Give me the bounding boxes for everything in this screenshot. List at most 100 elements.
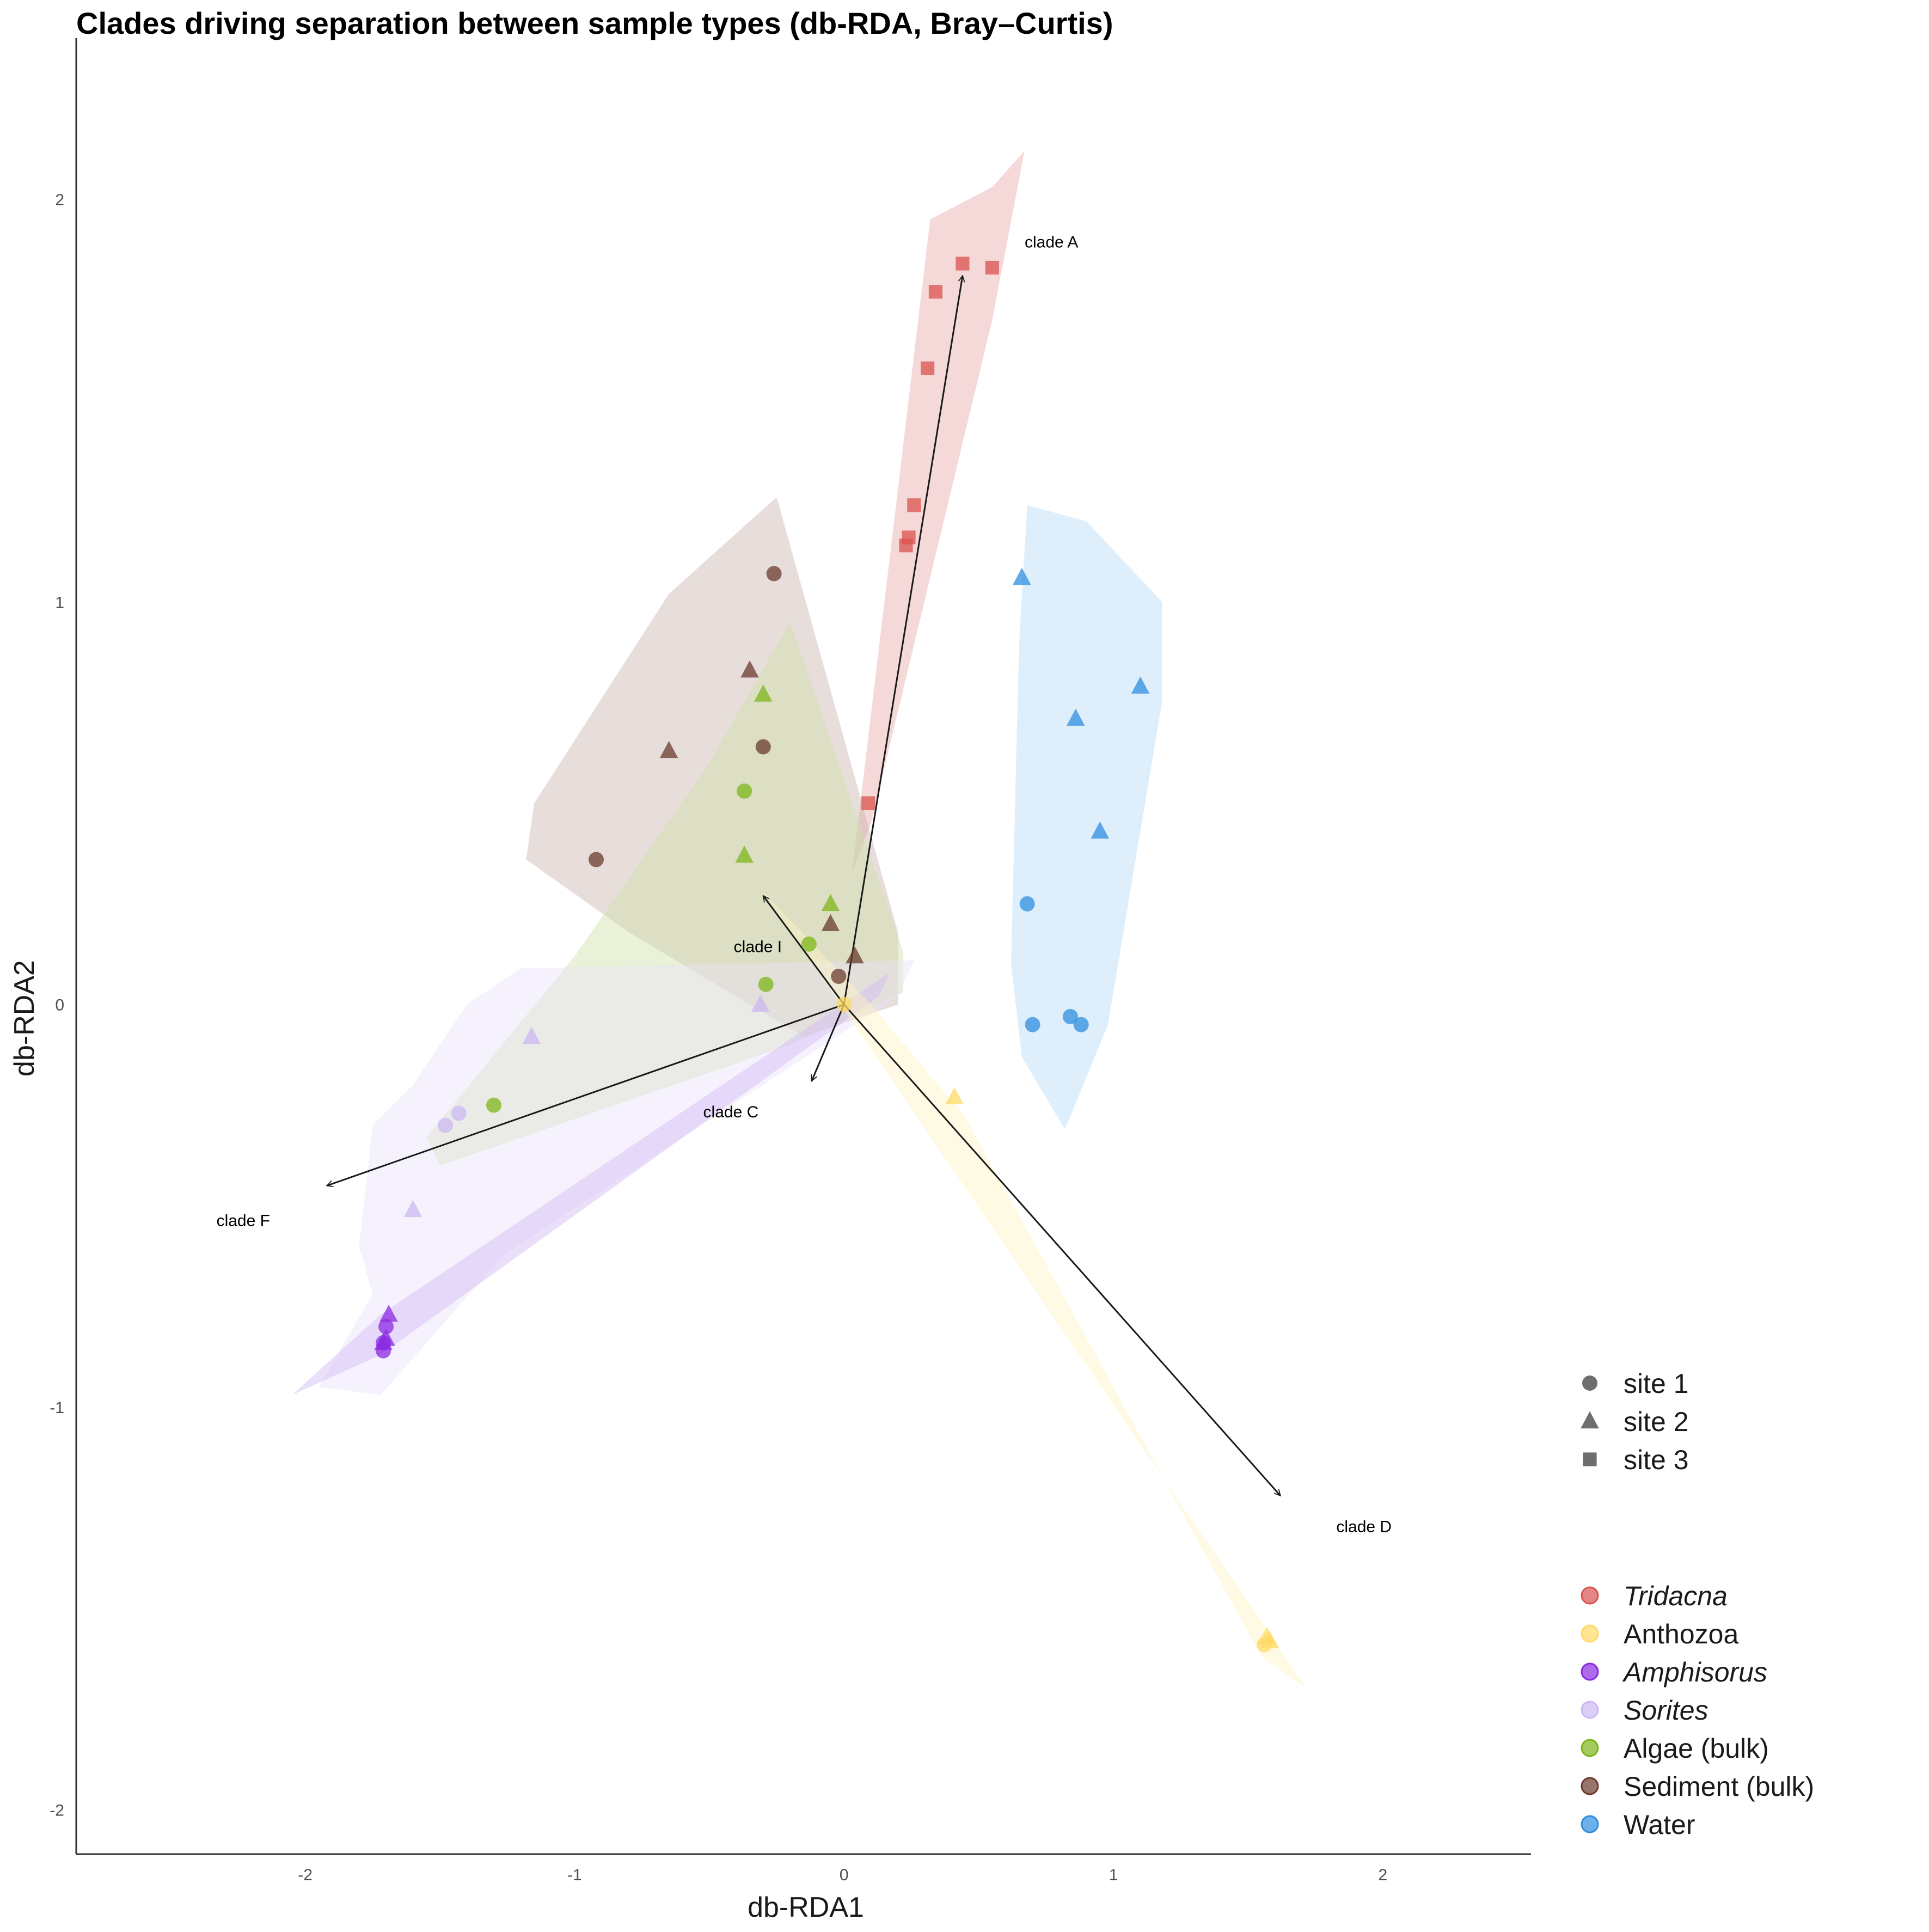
point-tridacna-square (985, 260, 999, 275)
group-legend: Tridacna Anthozoa Amphisorus Sorites Algae (… (1581, 1581, 1814, 1840)
hull-water (1011, 505, 1162, 1129)
legend-tridacna-swatch (1581, 1586, 1599, 1605)
point-sediment-triangle (846, 946, 864, 964)
point-sorites-triangle (403, 1200, 422, 1218)
x-tick-label: -2 (298, 1866, 313, 1884)
point-algae-triangle (821, 894, 840, 912)
x-axis-title: db-RDA1 (748, 1892, 864, 1923)
point-tridacna-square (861, 796, 875, 810)
point-algae-circle (737, 783, 752, 799)
legend-label-square: site 3 (1624, 1445, 1689, 1475)
legend-triangle-icon (1581, 1411, 1599, 1429)
point-amphisorus-triangle (379, 1304, 398, 1322)
point-water-triangle (1013, 567, 1031, 585)
point-algae-triangle (754, 684, 773, 702)
y-tick-label: 0 (55, 996, 64, 1014)
legend-anthozoa-swatch (1581, 1624, 1599, 1643)
point-tridacna-square (956, 256, 970, 271)
legend-label-circle: site 1 (1624, 1368, 1689, 1399)
x-tick-label: -1 (567, 1866, 582, 1884)
legend-water-swatch (1581, 1815, 1599, 1833)
point-amphisorus-circle (378, 1319, 394, 1335)
legend-label-amphisorus: Amphisorus (1622, 1657, 1767, 1688)
point-amphisorus-circle (376, 1343, 391, 1359)
point-water-circle (1062, 1008, 1078, 1024)
hull-algae (426, 622, 904, 1166)
shape-legend: site 1 site 2 site 3 (1581, 1368, 1689, 1475)
point-sediment-triangle (821, 914, 840, 932)
point-water-circle (1025, 1017, 1040, 1032)
point-sorites-triangle (522, 1026, 541, 1044)
point-sorites-circle (437, 1117, 453, 1133)
legend-label-tridacna: Tridacna (1624, 1581, 1728, 1611)
legend-label-sediment: Sediment (bulk) (1624, 1771, 1814, 1802)
tick-layer: -2 -1 0 1 2 -2 -1 0 1 2 (50, 191, 1387, 1884)
point-sediment-triangle (740, 660, 759, 678)
arrow-label-clade-f: clade F (217, 1212, 270, 1230)
y-tick-label: 1 (55, 594, 64, 612)
legend-amphisorus-swatch (1581, 1662, 1599, 1681)
point-anthozoa-triangle (945, 1087, 964, 1105)
point-algae-circle (801, 936, 817, 952)
x-tick-label: 0 (840, 1866, 849, 1884)
point-sediment-circle (755, 739, 771, 755)
hull-layer (291, 151, 1308, 1689)
point-water-circle (1073, 1017, 1089, 1032)
point-anthozoa-circle (836, 996, 852, 1012)
legend-label-water: Water (1624, 1809, 1695, 1840)
point-layer (374, 256, 1279, 1653)
legend-circle-icon (1582, 1375, 1597, 1391)
legend-label-algae: Algae (bulk) (1624, 1733, 1769, 1764)
point-sorites-circle (451, 1105, 467, 1121)
arrow-clade-f (327, 1004, 844, 1186)
hull-sorites (319, 960, 914, 1395)
legend-label-triangle: site 2 (1624, 1407, 1689, 1437)
axis-layer (75, 38, 1531, 1855)
point-water-triangle (1066, 708, 1085, 726)
point-anthozoa-circle (1257, 1637, 1272, 1653)
arrow-clade-d (843, 1004, 1281, 1496)
point-tridacna-square (928, 285, 943, 299)
hull-tridacna (852, 151, 1025, 872)
legend-sorites-swatch (1581, 1701, 1599, 1719)
point-sorites-triangle (751, 994, 770, 1012)
y-tick-label: 2 (55, 191, 64, 209)
point-sediment-circle (588, 852, 604, 867)
point-sediment-triangle (659, 741, 678, 759)
hull-anthozoa (763, 891, 1308, 1689)
point-sediment-circle (766, 566, 782, 582)
arrow-clade-a (843, 276, 963, 1005)
point-algae-circle (486, 1097, 501, 1113)
legend-square-icon (1583, 1452, 1597, 1466)
x-tick-label: 2 (1379, 1866, 1388, 1884)
point-water-circle (1019, 896, 1035, 912)
point-tridacna-square (921, 361, 935, 375)
point-water-triangle (1091, 821, 1110, 839)
point-sediment-circle (831, 968, 847, 984)
arrow-label-clade-a: clade A (1025, 234, 1078, 252)
arrow-clade-c (812, 1004, 845, 1081)
point-algae-triangle (735, 845, 754, 863)
arrow-label-clade-c: clade C (703, 1103, 759, 1121)
chart-title: Clades driving separation between sample… (76, 6, 1113, 40)
arrow-layer: clade A clade C clade D clade F clade I (217, 234, 1392, 1536)
arrow-label-clade-d: clade D (1336, 1518, 1392, 1536)
hull-amphisorus (291, 972, 890, 1395)
point-algae-circle (758, 976, 774, 992)
y-axis-title: db-RDA2 (9, 960, 40, 1077)
point-tridacna-square (899, 539, 913, 553)
legend-label-anthozoa: Anthozoa (1624, 1619, 1738, 1649)
legend-sediment-swatch (1581, 1777, 1599, 1795)
arrow-label-clade-i: clade I (734, 938, 782, 956)
y-tick-label: -2 (50, 1802, 64, 1820)
y-tick-label: -1 (50, 1399, 64, 1417)
point-water-triangle (1131, 676, 1150, 694)
legend-label-sorites: Sorites (1624, 1695, 1708, 1726)
x-tick-label: 1 (1109, 1866, 1118, 1884)
arrow-clade-i (762, 896, 845, 1005)
hull-sediment (526, 497, 898, 1037)
legend-algae-swatch (1581, 1739, 1599, 1757)
point-tridacna-square (907, 498, 921, 512)
